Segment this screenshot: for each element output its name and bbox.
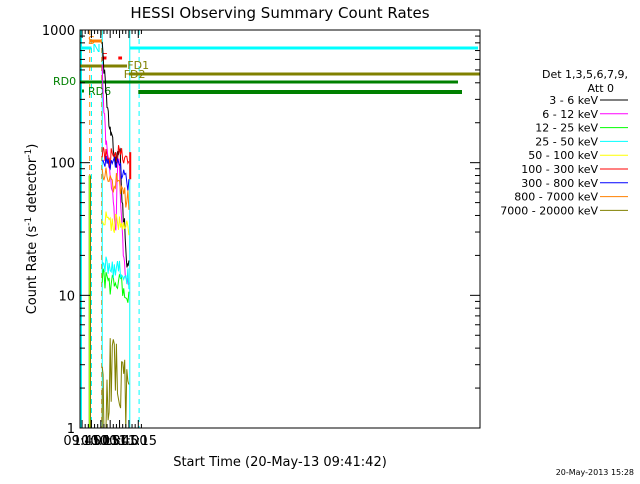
legend-label: 100 - 300 keV <box>521 163 598 176</box>
series-line <box>101 338 130 429</box>
series-line <box>101 167 130 210</box>
y-axis-title: Count Rate (s-1 detector-1) <box>24 144 40 315</box>
footer-timestamp: 20-May-2013 15:28 <box>556 468 634 477</box>
legend-label: 300 - 800 keV <box>521 177 598 190</box>
annotation-rd0: RD0 <box>53 75 76 88</box>
legend-title-line1: Det 1,3,5,6,7,9, <box>542 68 628 81</box>
series-line <box>101 155 130 192</box>
series-line <box>101 268 130 303</box>
plot-series <box>88 41 132 429</box>
annotation-fd2: FD2 <box>124 68 146 81</box>
series-line <box>101 64 130 286</box>
y-tick-label: 1 <box>67 422 75 437</box>
legend-label: 6 - 12 keV <box>542 108 598 121</box>
annotation-saa: S <box>88 34 95 47</box>
plot-frame <box>79 29 481 429</box>
y-axis-title-sup1: -1 <box>24 217 34 226</box>
x-tick-label: 09:45 <box>63 434 100 449</box>
annotation-rd6: RD6 <box>88 85 111 98</box>
series-line <box>101 41 130 268</box>
annotation-flare: F <box>101 51 107 64</box>
legend-label: 12 - 25 keV <box>535 122 598 135</box>
series-line <box>101 211 130 236</box>
x-tick-label: 10:45 <box>101 434 138 449</box>
annotation-fd1: FD1 <box>127 59 149 72</box>
y-axis-title-sup2: -1 <box>24 149 34 158</box>
x-tick-label: 10:00 <box>73 434 110 449</box>
y-tick-label: 100 <box>50 157 75 172</box>
series-line <box>101 256 130 290</box>
x-axis-title: Start Time (20-May-13 09:41:42) <box>173 455 387 470</box>
annotation-night: N <box>92 42 100 55</box>
legend-label: 50 - 100 keV <box>528 149 598 162</box>
y-axis-title-main: Count Rate (s <box>25 226 40 315</box>
legend-label: 800 - 7000 keV <box>514 191 598 204</box>
legend-title-line2: Att 0 <box>588 82 614 95</box>
y-tick-label: 10 <box>58 289 75 304</box>
chart-title: HESSI Observing Summary Count Rates <box>130 4 429 22</box>
legend-label: 25 - 50 keV <box>535 135 598 148</box>
legend-label: 3 - 6 keV <box>549 94 598 107</box>
x-tick-label: 11:00 <box>110 434 147 449</box>
x-tick-label: 11:15 <box>120 434 157 449</box>
y-axis-title-mid: detector <box>25 157 40 217</box>
series-line <box>101 145 130 169</box>
legend-label: 7000 - 20000 keV <box>500 204 598 217</box>
x-tick-label: 10:15 <box>82 434 119 449</box>
x-tick-label: 10:30 <box>91 434 128 449</box>
y-axis-title-end: ) <box>25 144 40 149</box>
y-tick-label: 1000 <box>42 24 75 39</box>
